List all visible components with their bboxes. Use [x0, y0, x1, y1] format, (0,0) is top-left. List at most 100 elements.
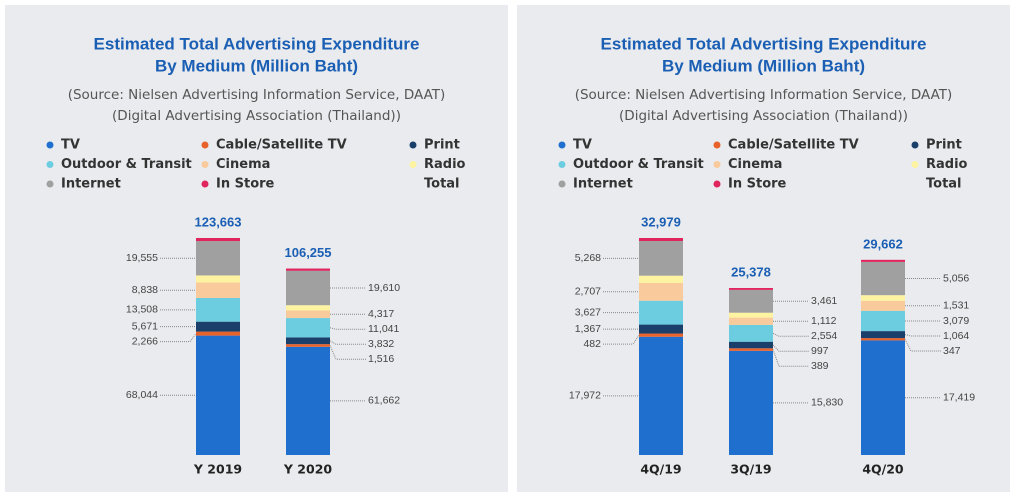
legend-marker	[46, 180, 54, 188]
x-tick-label: Y 2020	[283, 462, 332, 477]
bar-segment	[729, 288, 773, 290]
value-label: 2,554	[811, 330, 837, 342]
value-label: 8,838	[132, 284, 158, 296]
bar-segment	[861, 295, 905, 301]
legend-marker	[409, 141, 417, 149]
legend-label: Print	[424, 138, 460, 153]
legend-marker	[201, 161, 209, 168]
x-tick-label: Y 2019	[193, 462, 242, 477]
value-label: 68,044	[126, 389, 158, 401]
bar-segment	[286, 268, 330, 271]
value-label: 3,832	[368, 338, 394, 350]
legend-label: Outdoor & Transit	[573, 157, 704, 172]
bar-segment	[286, 344, 330, 347]
value-label: 3,079	[943, 315, 969, 327]
legend-label: TV	[573, 138, 592, 153]
bar-segment	[286, 305, 330, 311]
legend-label: Outdoor & Transit	[61, 157, 192, 172]
legend-label: Cable/Satellite TV	[216, 138, 347, 153]
bar-segment	[196, 275, 240, 283]
bar-segment	[861, 261, 905, 296]
value-label: 5,671	[132, 320, 158, 332]
legend-label: Internet	[61, 177, 121, 192]
chart-title: By Medium (Million Baht)	[662, 56, 865, 75]
value-label: 389	[811, 360, 829, 372]
chart-subtitle: (Source: Nielsen Advertising Information…	[68, 87, 446, 103]
bar-segment	[861, 310, 905, 332]
chart-subtitle: (Source: Nielsen Advertising Information…	[575, 87, 953, 103]
value-label: 997	[811, 345, 829, 357]
leader-line	[329, 340, 366, 345]
value-label: 1,531	[943, 300, 969, 312]
leader-line	[329, 327, 366, 330]
leader-line	[160, 333, 197, 343]
legend-marker	[713, 161, 721, 168]
panel	[5, 5, 508, 492]
legend-label: Cinema	[216, 157, 270, 172]
legend-label: Cinema	[728, 157, 782, 172]
x-tick-label: 3Q/19	[730, 462, 771, 477]
value-label: 19,610	[368, 282, 400, 294]
value-label: 2,266	[132, 335, 158, 347]
chart-title: Estimated Total Advertising Expenditure	[94, 34, 420, 53]
bar-segment	[729, 348, 773, 351]
value-label: 1,112	[811, 315, 837, 327]
leader-line	[772, 332, 809, 337]
bar-segment	[639, 336, 683, 455]
value-label: 1,064	[943, 330, 969, 342]
value-label: 11,041	[368, 323, 399, 335]
value-label: 61,662	[368, 395, 400, 407]
value-label: 2,707	[575, 286, 601, 298]
legend-marker	[201, 141, 209, 149]
value-label: 5,268	[575, 252, 601, 264]
bar-segment	[639, 238, 683, 242]
legend-label: In Store	[216, 177, 275, 192]
bar-segment	[639, 282, 683, 301]
total-label: 106,255	[285, 245, 332, 260]
legend-label: Cable/Satellite TV	[728, 138, 859, 153]
bar-segment	[196, 335, 240, 455]
value-label: 482	[583, 338, 601, 350]
bar-segment	[861, 259, 905, 262]
legend-marker	[558, 141, 566, 149]
bar-segment	[196, 241, 240, 276]
value-label: 1,516	[368, 353, 394, 365]
value-label: 3,461	[811, 295, 837, 307]
legend-label: Radio	[926, 157, 968, 172]
bar-segment	[729, 317, 773, 325]
bar-segment	[196, 238, 240, 242]
bar-segment	[729, 324, 773, 342]
bar-segment	[286, 318, 330, 338]
bar-segment	[196, 282, 240, 298]
leader-line	[904, 334, 941, 337]
legend-label: In Store	[728, 177, 787, 192]
chart-subtitle: (Digital Advertising Association (Thaila…	[619, 108, 908, 124]
value-label: 13,508	[126, 304, 158, 316]
legend-marker	[201, 180, 209, 188]
x-tick-label: 4Q/20	[862, 462, 904, 477]
legend-marker	[558, 180, 566, 188]
bar-segment	[729, 289, 773, 313]
bar-segment	[639, 300, 683, 325]
value-label: 4,317	[368, 308, 394, 320]
bar-segment	[729, 350, 773, 455]
legend-label: Print	[926, 138, 962, 153]
legend-marker	[409, 161, 417, 168]
bar-segment	[286, 346, 330, 455]
chart-title: By Medium (Million Baht)	[155, 56, 358, 75]
value-label: 15,830	[811, 397, 843, 409]
total-label: 25,378	[731, 264, 771, 279]
x-tick-label: 4Q/19	[640, 462, 681, 477]
total-label: 32,979	[641, 214, 681, 229]
leader-line	[904, 339, 941, 352]
bar-segment	[196, 331, 240, 336]
value-label: 1,367	[575, 323, 601, 335]
bar-segment	[286, 310, 330, 319]
legend-label: Internet	[573, 177, 633, 192]
bar-segment	[196, 297, 240, 322]
chart-subtitle: (Digital Advertising Association (Thaila…	[112, 108, 401, 124]
total-label: 123,663	[195, 214, 242, 229]
bar-segment	[639, 241, 683, 276]
legend-marker	[911, 141, 919, 149]
